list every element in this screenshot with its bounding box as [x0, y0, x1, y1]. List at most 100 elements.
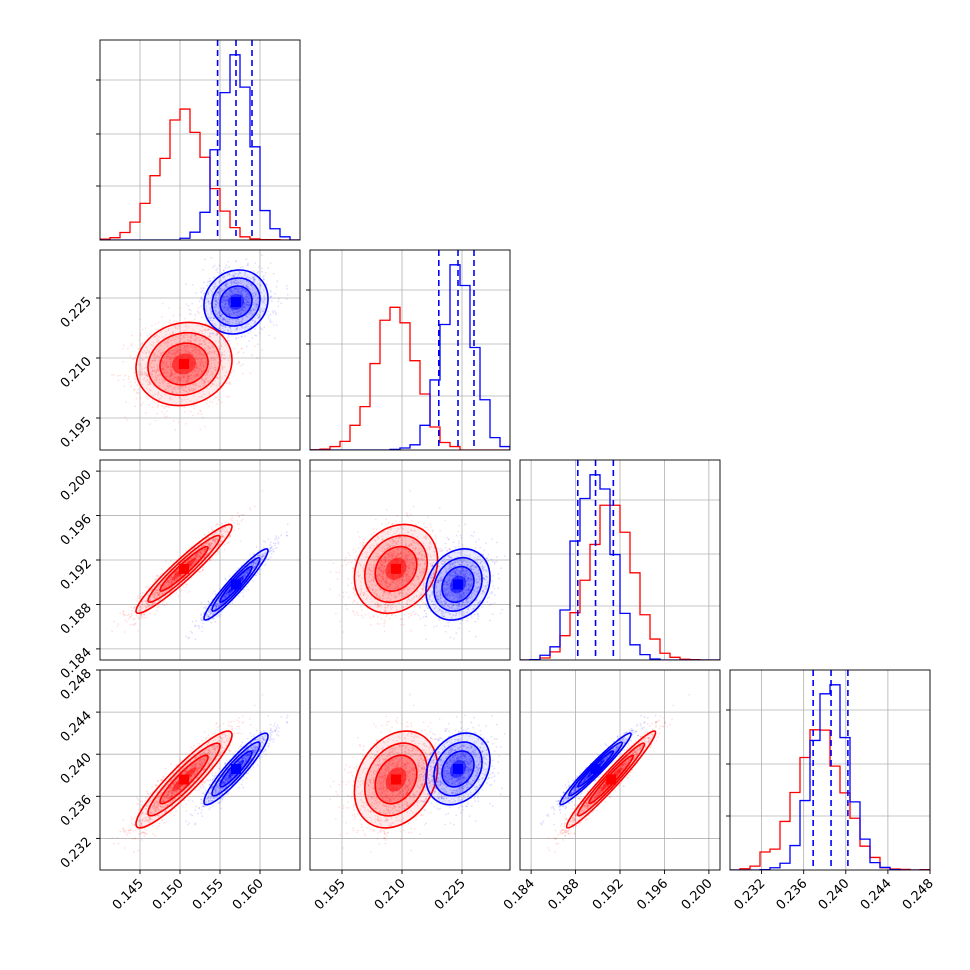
scatter-point [174, 346, 177, 349]
scatter-point [220, 345, 223, 348]
scatter-point [254, 320, 257, 323]
scatter-point [220, 301, 223, 304]
scatter-point [146, 349, 149, 352]
scatter-point [173, 324, 176, 327]
scatter-point [208, 405, 210, 408]
scatter-point [223, 543, 226, 546]
scatter-point [219, 530, 221, 533]
scatter-point [172, 373, 174, 376]
scatter-point [269, 262, 272, 264]
scatter-point [262, 546, 265, 549]
scatter-point [196, 357, 199, 360]
scatter-point [170, 365, 173, 368]
scatter-point [161, 360, 163, 363]
scatter-point [151, 593, 154, 596]
scatter-point [217, 302, 220, 305]
scatter-point [196, 364, 198, 367]
scatter-point [207, 316, 210, 318]
scatter-point [210, 559, 212, 562]
scatter-point [220, 289, 223, 292]
scatter-point [213, 361, 216, 364]
scatter-point [273, 310, 276, 313]
scatter-point [257, 313, 260, 316]
scatter-point [241, 372, 244, 375]
scatter-point [153, 596, 156, 599]
scatter-point [177, 327, 179, 330]
scatter-point [166, 581, 169, 584]
scatter-point [229, 326, 231, 329]
scatter-point [172, 387, 175, 390]
scatter-point [206, 370, 209, 373]
scatter-point [140, 373, 143, 376]
scatter-point [210, 316, 212, 318]
scatter-point [200, 358, 203, 361]
scatter-point [189, 566, 192, 568]
scatter-point [285, 284, 288, 287]
scatter-point [228, 323, 231, 326]
scatter-point [113, 373, 115, 376]
scatter-point [199, 554, 202, 557]
scatter-point [177, 595, 180, 598]
scatter-point [157, 375, 160, 377]
scatter-point [212, 537, 215, 540]
scatter-point [201, 330, 204, 332]
scatter-point [149, 423, 151, 426]
scatter-point [154, 393, 157, 396]
scatter-point [214, 300, 217, 303]
scatter-point [189, 385, 191, 387]
scatter-point [207, 329, 209, 331]
scatter-point [194, 352, 197, 354]
scatter-point [257, 300, 260, 303]
scatter-point [215, 309, 218, 312]
scatter-point [183, 395, 186, 398]
scatter-point [164, 578, 166, 580]
scatter-point [137, 370, 140, 373]
scatter-point [193, 374, 196, 377]
scatter-point [185, 586, 187, 589]
scatter-point [162, 351, 164, 354]
scatter-point [221, 535, 224, 537]
scatter-point [187, 375, 190, 378]
scatter-point [218, 337, 221, 339]
scatter-point [166, 365, 169, 368]
scatter-point [129, 616, 132, 618]
scatter-point [163, 604, 166, 607]
scatter-point [185, 379, 187, 382]
scatter-point [163, 586, 166, 589]
scatter-point [229, 294, 231, 297]
scatter-point [158, 373, 161, 376]
scatter-point [217, 292, 220, 294]
scatter-point [195, 373, 198, 376]
scatter-point [246, 292, 248, 295]
scatter-point [269, 296, 272, 299]
scatter-point [196, 556, 199, 559]
scatter-point [240, 311, 243, 314]
scatter-point [141, 367, 143, 370]
scatter-point [150, 367, 153, 369]
scatter-point [242, 308, 245, 311]
scatter-point [199, 357, 201, 360]
scatter-point [237, 288, 240, 291]
scatter-point [171, 388, 173, 391]
scatter-point [241, 288, 244, 290]
scatter-point [175, 320, 178, 323]
scatter-point [161, 592, 164, 594]
scatter-point [173, 579, 176, 582]
scatter-point [166, 345, 169, 347]
scatter-point [274, 337, 276, 340]
scatter-point [233, 289, 235, 292]
scatter-point [235, 320, 238, 323]
scatter-point [200, 617, 202, 619]
scatter-point [162, 587, 165, 590]
scatter-point [129, 623, 132, 626]
scatter-point [148, 381, 151, 384]
scatter-point [143, 372, 146, 375]
scatter-point [200, 546, 203, 548]
scatter-point [178, 378, 181, 381]
scatter-point [167, 352, 170, 355]
scatter-point [175, 579, 178, 581]
scatter-point [234, 318, 237, 321]
scatter-point [252, 301, 255, 304]
scatter-point [152, 345, 154, 348]
scatter-point [238, 321, 241, 324]
